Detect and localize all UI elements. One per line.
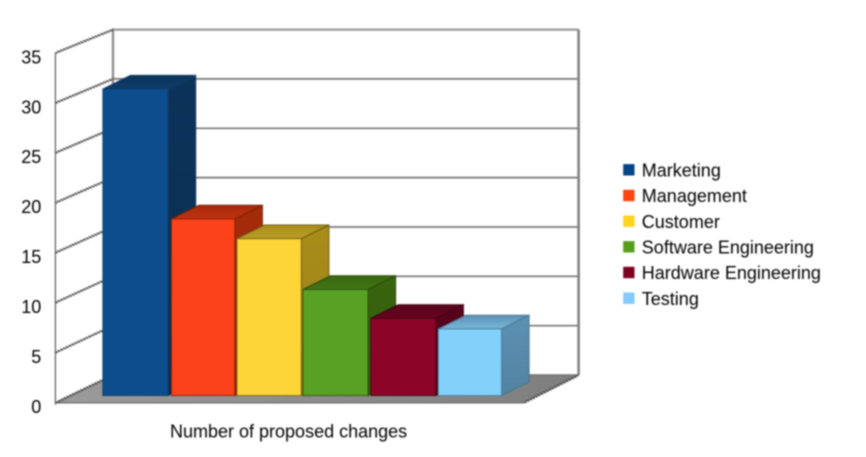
svg-text:15: 15 xyxy=(21,247,41,267)
svg-text:Software Engineering: Software Engineering xyxy=(642,237,814,257)
svg-text:0: 0 xyxy=(31,397,41,417)
svg-text:Testing: Testing xyxy=(642,289,699,309)
svg-text:Number of proposed changes: Number of proposed changes xyxy=(170,421,407,441)
svg-text:5: 5 xyxy=(31,347,41,367)
svg-text:25: 25 xyxy=(21,147,41,167)
svg-text:35: 35 xyxy=(21,47,41,67)
svg-text:20: 20 xyxy=(21,197,41,217)
svg-text:Management: Management xyxy=(642,186,747,206)
svg-text:30: 30 xyxy=(21,97,41,117)
svg-text:Marketing: Marketing xyxy=(642,160,721,180)
svg-text:10: 10 xyxy=(21,297,41,317)
svg-text:Customer: Customer xyxy=(642,212,720,232)
svg-text:Hardware Engineering: Hardware Engineering xyxy=(642,263,821,283)
